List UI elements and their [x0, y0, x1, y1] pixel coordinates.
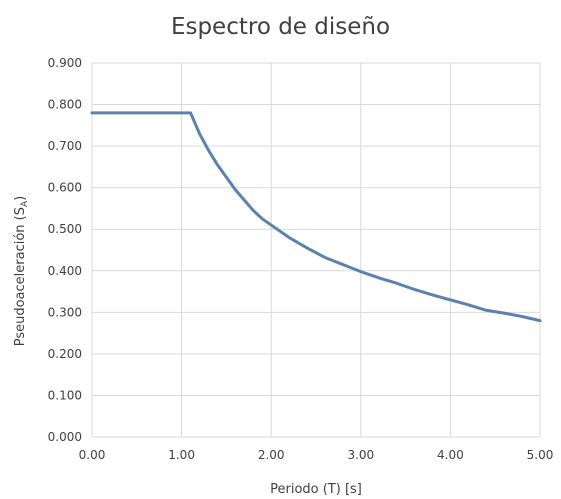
grid-layer [91, 62, 541, 438]
y-tick-label: 0.600 [48, 181, 82, 195]
tick-layer: 0.000 0.100 0.200 0.300 0.400 0.500 0.600 0.700… [48, 56, 554, 462]
x-tick-label: 3.00 [347, 448, 374, 462]
x-tick-label: 5.00 [527, 448, 554, 462]
y-tick-label: 0.000 [48, 430, 82, 444]
y-tick-label: 0.300 [48, 305, 82, 319]
series-line [90, 111, 542, 323]
y-axis-title-main: Pseudoaceleración (S [13, 207, 28, 346]
y-tick-label: 0.700 [48, 139, 82, 153]
y-tick-label: 0.200 [48, 347, 82, 361]
y-tick-label: 0.500 [48, 222, 82, 236]
series-layer [90, 111, 542, 323]
x-tick-label: 2.00 [258, 448, 285, 462]
x-tick-label: 0.00 [79, 448, 106, 462]
x-axis-title: Periodo (T) [s] [270, 482, 362, 497]
chart-title: Espectro de diseño [170, 14, 391, 40]
y-tick-label: 0.100 [48, 388, 82, 402]
x-tick-label: 4.00 [437, 448, 464, 462]
y-tick-label: 0.800 [48, 98, 82, 112]
y-tick-label: 0.900 [48, 56, 82, 70]
y-tick-label: 0.400 [48, 264, 82, 278]
y-axis-title: Pseudoaceleración (SA) [13, 196, 30, 347]
y-axis-title-end: ) [13, 196, 28, 201]
y-axis-title-subscript: A [20, 200, 30, 207]
x-tick-label: 1.00 [168, 448, 195, 462]
